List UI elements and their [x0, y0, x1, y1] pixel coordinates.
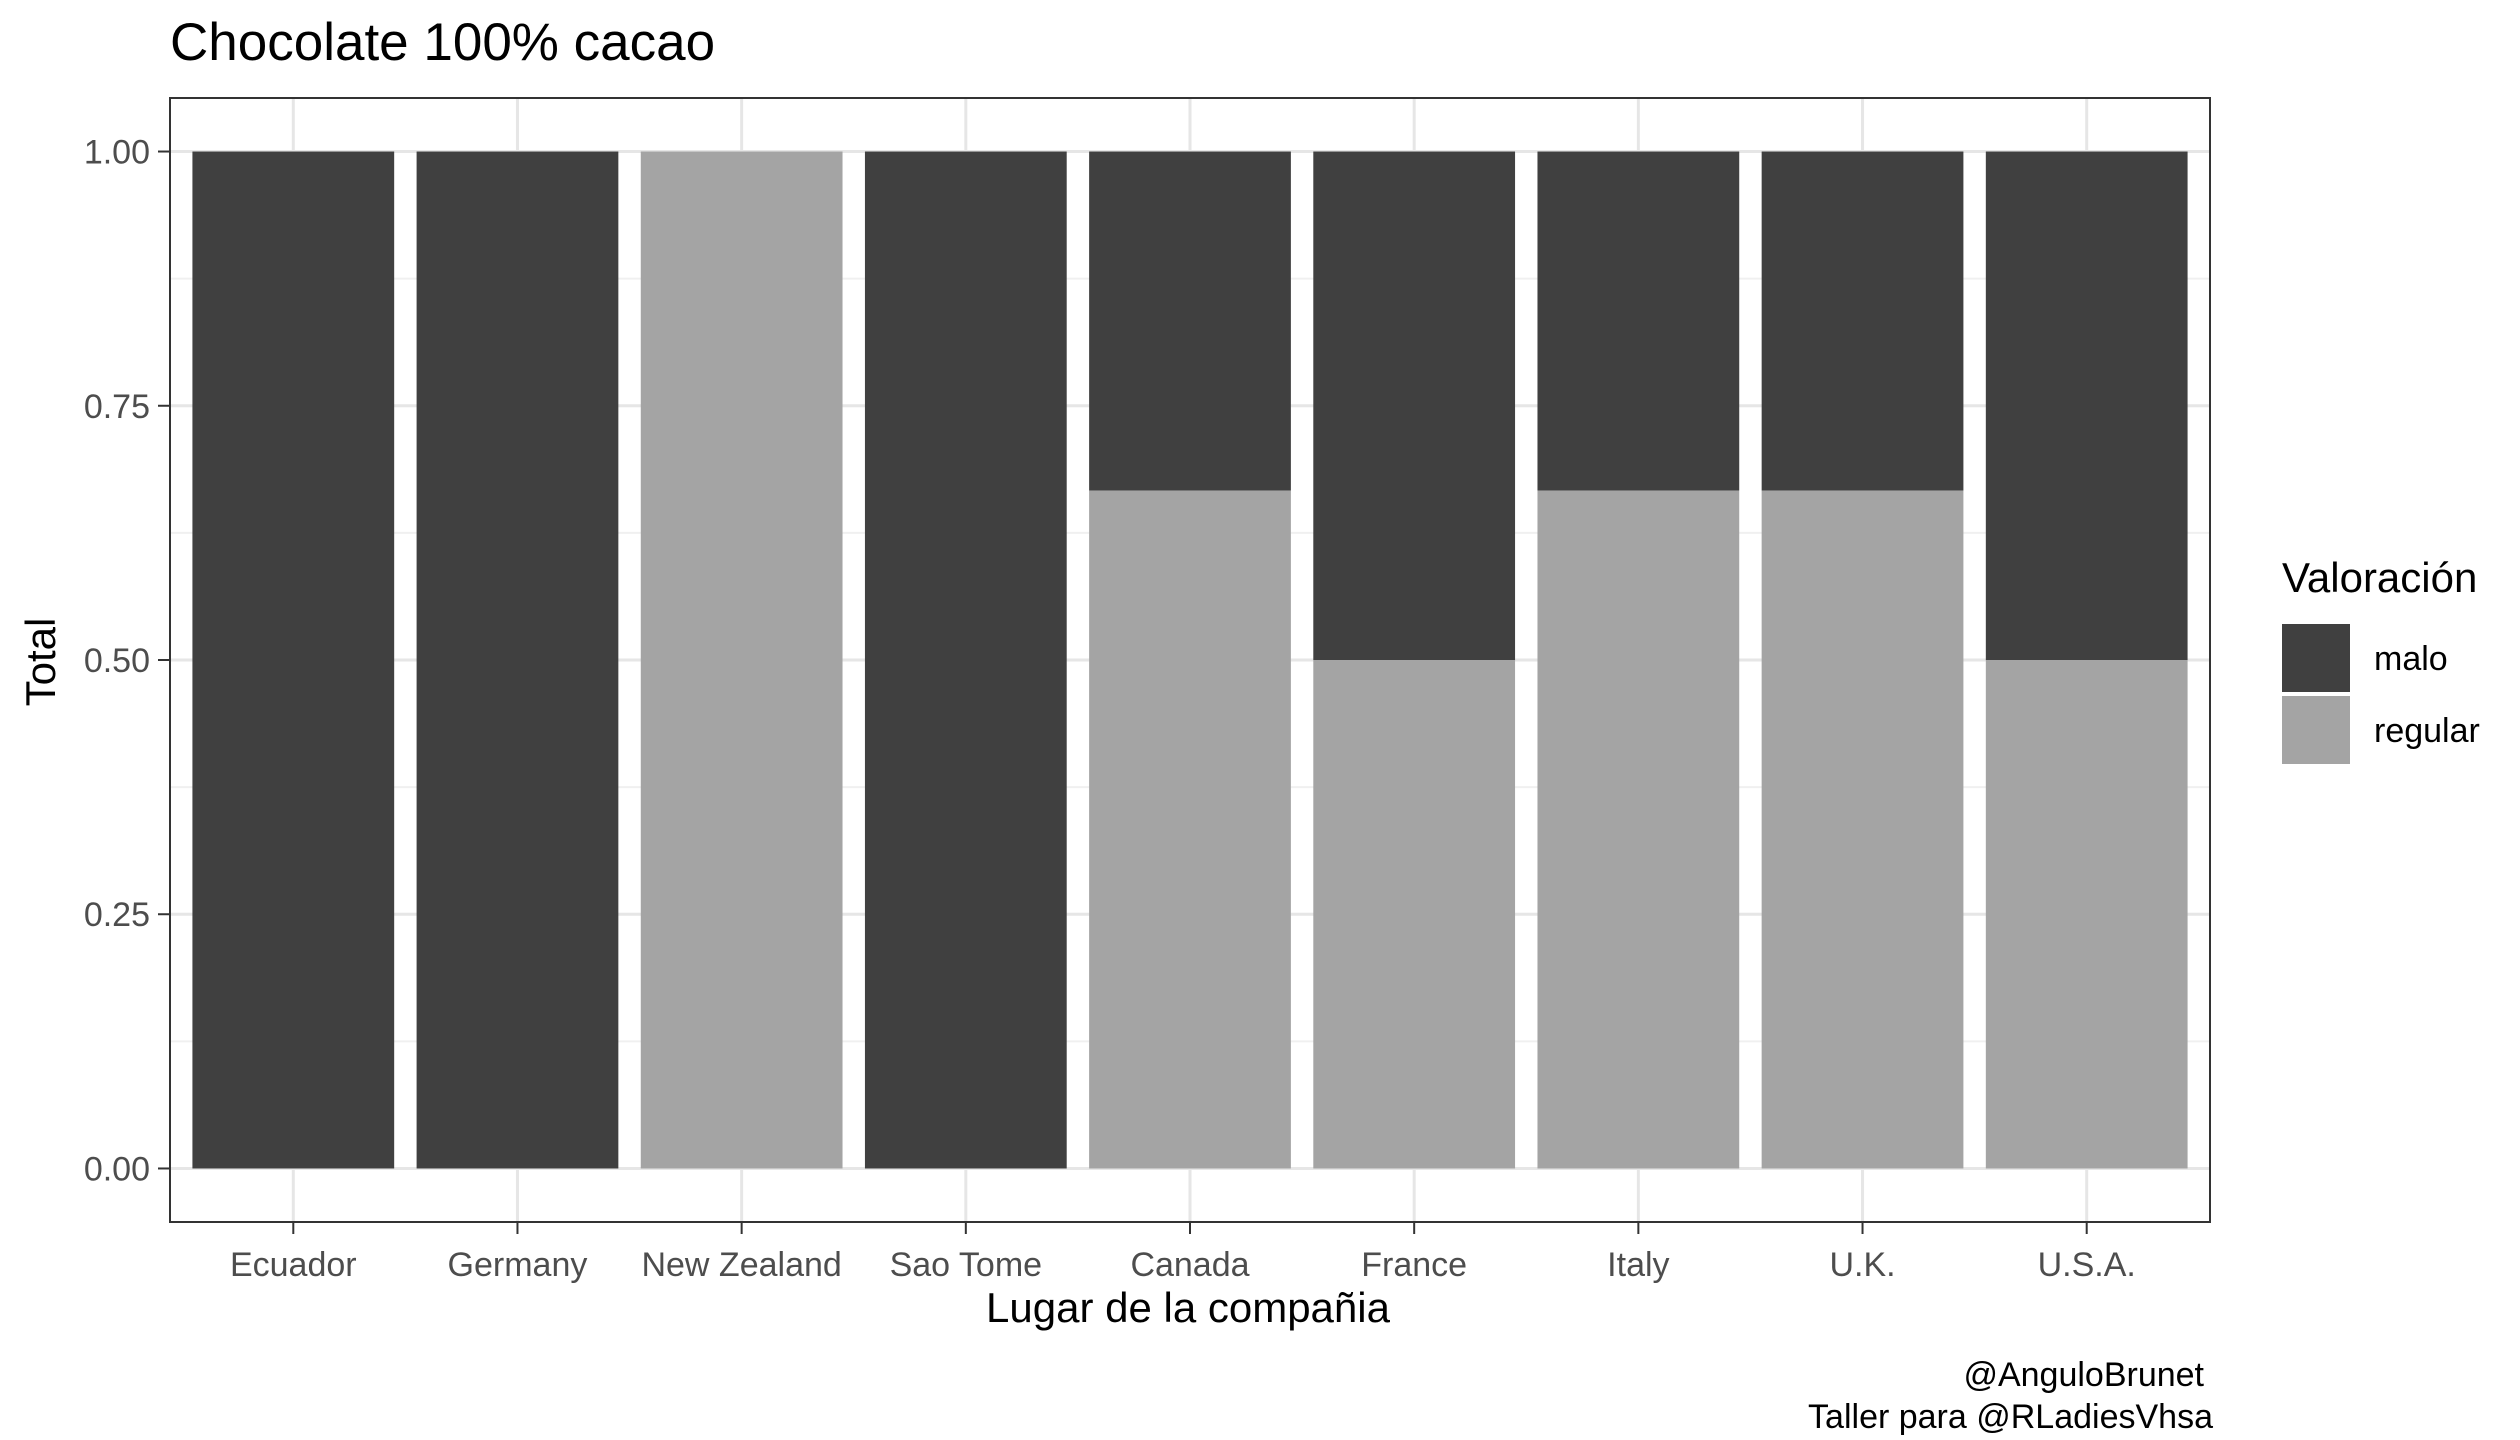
y-tick-label: 1.00	[84, 134, 150, 172]
bar-malo	[1761, 151, 1964, 491]
bar-malo	[416, 151, 619, 1169]
bar-regular	[640, 151, 843, 1169]
x-tick-label: Germany	[448, 1246, 588, 1284]
x-axis-title: Lugar de la compañia	[986, 1284, 1391, 1331]
x-tick-label: France	[1361, 1246, 1467, 1284]
x-tick-label: U.K.	[1829, 1246, 1895, 1284]
bar-malo	[1089, 151, 1291, 491]
bar-regular	[1313, 660, 1516, 1169]
y-tick-label: 0.75	[84, 388, 150, 426]
x-tick-label: U.S.A.	[2038, 1246, 2136, 1284]
x-tick-label: Sao Tome	[890, 1246, 1042, 1284]
y-tick-label: 0.00	[84, 1150, 150, 1188]
bar-regular	[1985, 660, 2188, 1169]
bar-regular	[1537, 490, 1740, 1169]
bar-malo	[192, 151, 395, 1169]
x-tick-label: Italy	[1607, 1246, 1669, 1284]
bar-regular	[1089, 490, 1291, 1169]
legend-title: Valoración	[2282, 554, 2477, 601]
legend-label-malo: malo	[2374, 640, 2448, 678]
bar-malo	[1537, 151, 1740, 491]
bar-malo	[1313, 151, 1516, 660]
bar-regular	[1761, 490, 1964, 1169]
legend-key-malo	[2282, 624, 2350, 692]
x-tick-label: Ecuador	[230, 1246, 357, 1284]
legend: Valoración malo regular	[2282, 554, 2480, 764]
caption-author: @AnguloBrunet	[1963, 1356, 2204, 1394]
bar-malo	[864, 151, 1067, 1169]
bar-malo	[1985, 151, 2188, 660]
x-tick-label: Canada	[1130, 1246, 1249, 1284]
chart-title: Chocolate 100% cacao	[170, 13, 715, 72]
y-tick-label: 0.50	[84, 642, 150, 680]
y-axis-title: Total	[17, 618, 64, 707]
legend-key-regular	[2282, 696, 2350, 764]
caption-workshop: Taller para @RLadiesVhsa	[1808, 1398, 2213, 1436]
legend-label-regular: regular	[2374, 712, 2480, 750]
y-tick-label: 0.25	[84, 896, 150, 934]
x-tick-label: New Zealand	[641, 1246, 841, 1284]
plot-area: 0.00 0.25 0.50 0.75 1.00 Ecuador Germany New Ze…	[84, 97, 2211, 1284]
